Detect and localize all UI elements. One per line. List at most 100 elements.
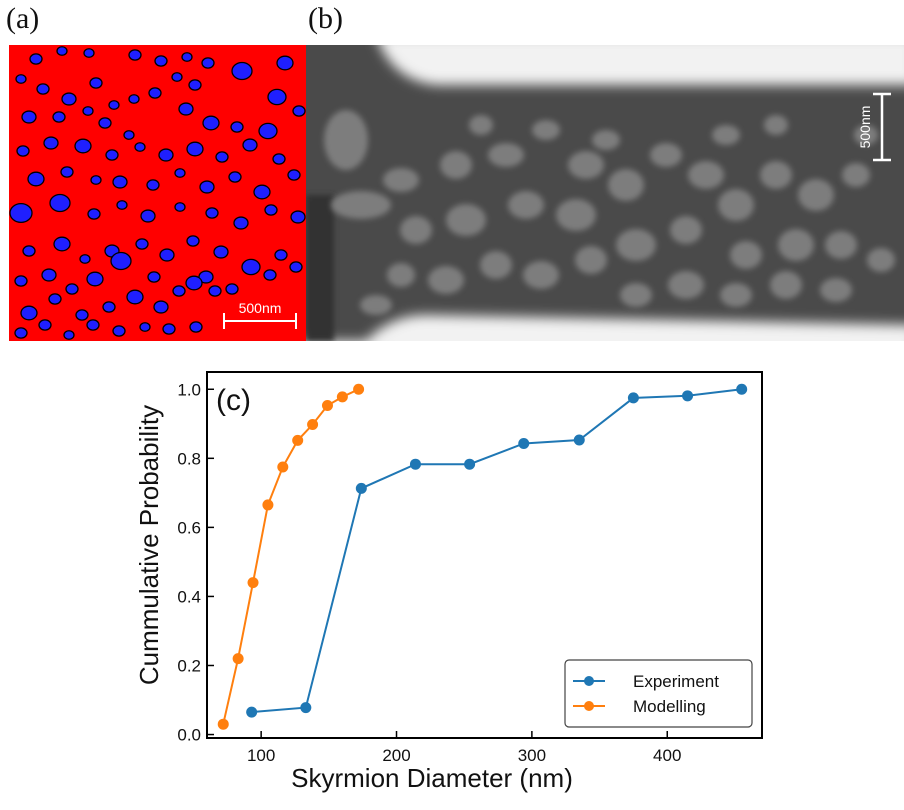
skyrmion-dot: [49, 193, 71, 213]
microscopy-blob: [480, 251, 512, 279]
microscopy-blob: [608, 169, 644, 201]
skyrmion-dot: [171, 72, 183, 82]
microscopy-blob: [730, 241, 762, 269]
skyrmion-dot: [205, 207, 219, 219]
skyrmion-dot: [258, 122, 278, 140]
x-tick-label: 300: [518, 746, 546, 765]
skyrmion-dot: [139, 322, 151, 332]
skyrmion-dot: [253, 184, 271, 200]
skyrmion-dot: [264, 204, 278, 216]
microscopy-blob: [556, 199, 596, 231]
skyrmion-dot: [189, 321, 203, 333]
skyrmion-dot: [116, 200, 128, 210]
x-axis-label: Skyrmion Diameter (nm): [291, 763, 573, 793]
skyrmion-dot: [128, 94, 140, 104]
experiment-point: [300, 702, 312, 714]
microscopy-blob: [770, 271, 802, 299]
microscopy-blob: [446, 204, 486, 236]
legend-marker-modelling: [584, 701, 594, 711]
scale-bar-a: 500nm: [223, 300, 297, 329]
microscopy-blob: [688, 161, 724, 189]
experiment-point: [518, 437, 530, 449]
skyrmion-dot: [241, 258, 261, 276]
skyrmion-dot: [90, 175, 102, 185]
microscopy-image: 500nm: [306, 45, 904, 341]
microscopy-blob: [575, 246, 607, 274]
microscopy-blob: [764, 115, 788, 135]
y-tick-label: 0.8: [177, 449, 201, 468]
experiment-point: [736, 383, 748, 395]
legend: Experiment Modelling: [564, 659, 753, 728]
skyrmion-dot: [159, 248, 175, 262]
experiment-point: [246, 706, 258, 718]
skyrmion-dot: [174, 168, 186, 178]
simulation-map: 500nm: [9, 45, 306, 341]
x-tick-label: 400: [653, 746, 681, 765]
microscopy-skyrmions: [324, 110, 895, 315]
skyrmion-dot: [135, 238, 149, 250]
skyrmion-dot: [123, 130, 135, 140]
skyrmion-dot: [82, 106, 94, 116]
skyrmion-dot: [89, 77, 103, 89]
experiment-point: [464, 458, 476, 470]
microscopy-blob: [568, 151, 604, 179]
skyrmion-dot: [153, 300, 169, 314]
skyrmion-dot: [185, 275, 203, 291]
y-tick-label: 0.6: [177, 518, 201, 537]
skyrmion-dot: [86, 271, 104, 287]
microscopy-blob: [650, 143, 682, 167]
skyrmion-dot: [158, 148, 174, 162]
microscopy-blob: [592, 130, 620, 150]
skyrmion-dot: [231, 61, 253, 81]
panel-b-label: (b): [308, 2, 343, 35]
skyrmion-dot: [289, 261, 303, 273]
microscopy-blob: [400, 216, 432, 244]
panel-a-label: (a): [6, 2, 40, 35]
experiment-point: [682, 390, 694, 402]
y-tick-label: 0.4: [177, 587, 201, 606]
y-tick-label: 0.2: [177, 656, 201, 675]
skyrmion-dot: [126, 289, 144, 305]
skyrmion-dot: [225, 283, 239, 295]
skyrmion-dot: [148, 87, 162, 99]
skyrmion-dot: [65, 283, 79, 295]
scale-bar-b-label: 500nm: [857, 106, 873, 149]
microscopy-blob: [616, 229, 656, 261]
skyrmion-dot: [29, 53, 43, 65]
microscopy-bright-regions: [306, 45, 904, 341]
skyrmion-dot: [38, 319, 52, 331]
experiment-line: [251, 388, 742, 714]
cumulative-chart: (c) 100 200 300 400 0.0 0.2 0.4 0.6 0.8 1.0 Skyrm…: [0, 355, 904, 805]
microscopy-blob: [324, 110, 368, 170]
skyrmion-dot: [242, 138, 258, 152]
skyrmion-dot: [75, 309, 89, 321]
skyrmion-dot: [178, 102, 194, 116]
skyrmion-dot: [267, 88, 287, 106]
modelling-point: [277, 461, 289, 473]
microscopy-blob: [488, 143, 524, 167]
skyrmion-dot: [21, 110, 37, 124]
microscopy-blob: [668, 271, 704, 299]
plot-area: [206, 371, 763, 739]
skyrmion-dot: [52, 111, 66, 123]
y-axis-label: Cummulative Probability: [134, 405, 164, 685]
skyrmion-dot: [154, 55, 168, 67]
modelling-point: [232, 653, 244, 665]
skyrmion-dot: [208, 285, 222, 297]
skyrmion-dot: [201, 57, 215, 69]
modelling-point: [321, 399, 333, 411]
legend-marker-experiment: [584, 676, 594, 686]
skyrmion-dot: [41, 268, 57, 282]
skyrmion-dot: [263, 269, 277, 281]
skyrmion-dot: [15, 74, 27, 84]
skyrmion-dot: [199, 180, 215, 194]
series-layer: [217, 383, 748, 730]
simulation-map-svg: 500nm: [9, 45, 306, 341]
skyrmion-dot: [43, 136, 59, 150]
skyrmion-dot: [110, 251, 132, 271]
skyrmion-dot: [36, 83, 50, 95]
skyrmion-dot: [61, 92, 77, 106]
skyrmion-dot: [79, 254, 91, 264]
experiment-point: [573, 434, 585, 446]
microscopy-blob: [825, 231, 857, 259]
